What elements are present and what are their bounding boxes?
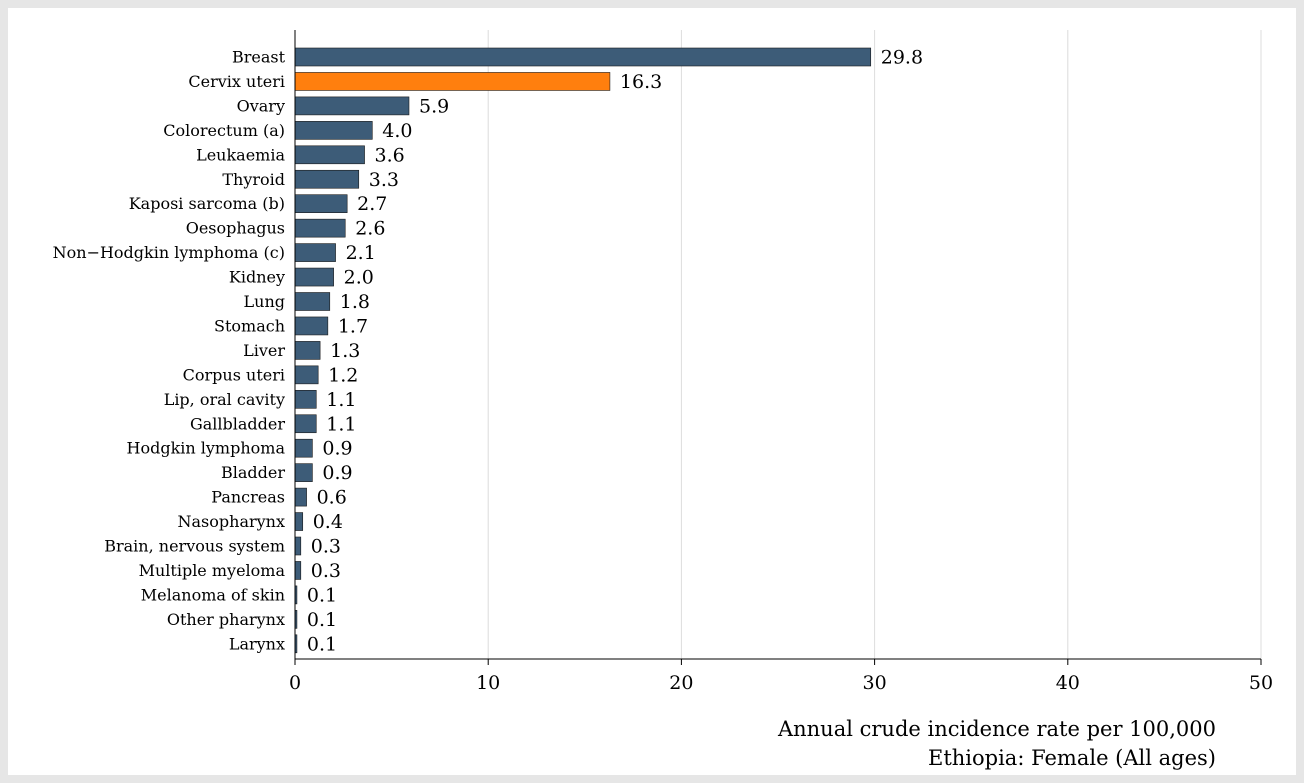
bar-1 [294, 72, 611, 91]
value-label: 1.1 [326, 389, 356, 411]
category-label: Colorectum (a) [163, 121, 285, 140]
bar-17 [294, 463, 313, 482]
bar-9 [294, 267, 334, 287]
category-label: Cervix uteri [188, 72, 285, 91]
bar-2 [294, 96, 410, 116]
value-label: 0.9 [322, 462, 352, 484]
x-axis: 0 10 20 30 40 50 [289, 30, 1273, 694]
value-label: 1.1 [326, 413, 356, 435]
category-label: Hodgkin lymphoma [127, 439, 286, 458]
category-label: Non−Hodgkin lymphoma (c) [53, 243, 285, 262]
bar-20 [294, 536, 302, 556]
x-tick-label: 50 [1249, 672, 1273, 694]
bar-10 [294, 292, 331, 311]
value-label: 2.0 [344, 267, 374, 289]
category-label: Oesophagus [186, 219, 285, 238]
category-label: Thyroid [222, 170, 285, 189]
value-label: 1.8 [340, 291, 370, 313]
value-label: 0.9 [322, 438, 352, 460]
value-label: 3.6 [375, 144, 405, 166]
value-label: 0.4 [313, 511, 343, 533]
x-axis-title: Annual crude incidence rate per 100,000 [777, 717, 1216, 741]
category-label: Kidney [229, 268, 285, 287]
x-tick-label: 0 [289, 672, 301, 694]
category-label: Breast [232, 48, 286, 67]
category-label: Multiple myeloma [139, 561, 286, 580]
bar-19 [294, 512, 304, 531]
bar-16 [294, 438, 313, 458]
value-label: 0.3 [311, 536, 341, 558]
labels: Breast 29.8 Cervix uteri 16.3 Ovary 5.9 Colore… [53, 47, 923, 656]
bar-3 [294, 121, 373, 140]
bar-14 [294, 389, 317, 409]
value-label: 0.1 [307, 633, 337, 655]
bar-15 [294, 414, 317, 434]
bar-7 [294, 218, 346, 238]
value-label: 2.7 [357, 193, 387, 215]
bar-11 [294, 316, 329, 336]
category-label: Bladder [221, 463, 285, 482]
value-label: 1.2 [328, 364, 358, 386]
value-label: 2.1 [346, 242, 376, 264]
value-label: 1.7 [338, 315, 368, 337]
category-label: Other pharynx [167, 610, 285, 629]
bar-6 [294, 194, 348, 213]
category-label: Lung [244, 292, 285, 311]
value-label: 16.3 [620, 71, 662, 93]
value-label: 1.3 [330, 340, 360, 362]
value-label: 29.8 [881, 47, 923, 69]
value-label: 0.6 [317, 487, 347, 509]
category-label: Liver [243, 341, 285, 360]
x-tick-label: 20 [669, 672, 693, 694]
category-label: Larynx [229, 634, 285, 653]
value-label: 4.0 [382, 120, 412, 142]
bar-5 [294, 169, 360, 189]
chart-subtitle: Ethiopia: Female (All ages) [928, 746, 1216, 770]
value-label: 0.3 [311, 560, 341, 582]
category-label: Leukaemia [196, 145, 285, 164]
bar-8 [294, 243, 336, 262]
bar-13 [294, 365, 319, 385]
category-label: Ovary [237, 96, 285, 115]
x-tick-label: 40 [1056, 672, 1080, 694]
category-label: Lip, oral cavity [164, 390, 285, 409]
value-label: 5.9 [419, 95, 449, 117]
gridlines [487, 30, 1262, 659]
category-label: Melanoma of skin [141, 585, 285, 604]
bar-18 [294, 487, 307, 507]
category-label: Nasopharynx [178, 512, 285, 531]
value-label: 0.1 [307, 609, 337, 631]
category-label: Kaposi sarcoma (b) [129, 194, 285, 213]
bar-chart: 0 10 20 30 40 50 Breast 29.8 Cervix uteri 16.3 Ov… [53, 30, 1273, 770]
category-label: Corpus uteri [183, 365, 285, 384]
x-tick-label: 30 [863, 672, 887, 694]
value-label: 2.6 [355, 218, 385, 240]
bar-0 [294, 47, 872, 67]
category-label: Pancreas [211, 488, 285, 507]
category-label: Gallbladder [190, 414, 285, 433]
chart-panel: 0 10 20 30 40 50 Breast 29.8 Cervix uteri 16.3 Ov… [8, 8, 1296, 775]
category-label: Stomach [214, 316, 285, 335]
bar-4 [294, 145, 365, 165]
bar-12 [294, 341, 321, 360]
bars [294, 47, 872, 654]
x-tick-label: 10 [476, 672, 500, 694]
value-label: 0.1 [307, 584, 337, 606]
bar-21 [294, 561, 302, 580]
value-label: 3.3 [369, 169, 399, 191]
category-label: Brain, nervous system [104, 537, 285, 556]
